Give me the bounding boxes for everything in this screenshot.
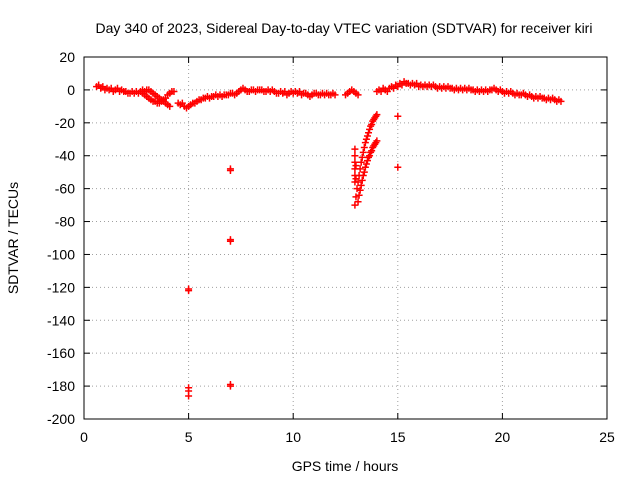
data-point bbox=[360, 168, 368, 176]
data-point bbox=[359, 148, 367, 156]
data-point bbox=[362, 135, 370, 143]
data-point bbox=[365, 129, 373, 137]
data-point bbox=[366, 125, 374, 133]
data-point bbox=[166, 102, 174, 110]
data-point bbox=[363, 132, 371, 140]
data-point bbox=[361, 139, 369, 147]
data-point bbox=[361, 163, 369, 171]
data-point bbox=[351, 165, 359, 173]
x-tick-label: 15 bbox=[390, 429, 406, 445]
data-point bbox=[354, 198, 362, 206]
y-tick-label: -80 bbox=[55, 214, 75, 230]
y-tick-label: -60 bbox=[55, 181, 75, 197]
data-point bbox=[373, 111, 381, 119]
data-point bbox=[331, 91, 339, 99]
data-point bbox=[351, 158, 359, 166]
x-tick-label: 10 bbox=[285, 429, 301, 445]
data-point bbox=[368, 120, 376, 128]
y-tick-label: -140 bbox=[47, 312, 75, 328]
data-point bbox=[356, 186, 364, 194]
data-point bbox=[351, 178, 359, 186]
data-point bbox=[366, 152, 374, 160]
data-point bbox=[360, 144, 368, 151]
data-point bbox=[354, 91, 362, 99]
axis-ticks: 20 0 -20 -40 -60 -80 -100 -120 -140 -160 -180 -200 0… bbox=[47, 49, 615, 445]
y-tick-label: -160 bbox=[47, 345, 75, 361]
data-point bbox=[363, 157, 371, 165]
data-point bbox=[358, 153, 366, 161]
y-tick-label: 0 bbox=[67, 82, 75, 98]
data-point bbox=[362, 160, 370, 168]
data-point bbox=[355, 191, 363, 199]
data-point bbox=[359, 171, 367, 179]
data-point bbox=[373, 137, 381, 145]
data-point bbox=[226, 237, 234, 245]
data-points bbox=[93, 78, 565, 400]
data-point bbox=[185, 287, 193, 295]
y-tick-label: -100 bbox=[47, 246, 75, 262]
data-point bbox=[368, 147, 376, 155]
x-tick-label: 5 bbox=[185, 429, 193, 445]
y-axis-label: SDTVAR / TECUs bbox=[5, 182, 21, 294]
y-tick-label: -20 bbox=[55, 115, 75, 131]
data-point bbox=[358, 176, 366, 184]
data-point bbox=[357, 181, 365, 189]
data-point bbox=[351, 145, 359, 153]
x-axis-label: GPS time / hours bbox=[292, 458, 399, 474]
y-tick-label: -200 bbox=[47, 411, 75, 427]
plot-frame bbox=[83, 56, 608, 420]
data-point bbox=[352, 162, 360, 170]
data-point bbox=[226, 382, 234, 390]
y-tick-label: -120 bbox=[47, 279, 75, 295]
data-point bbox=[394, 163, 402, 171]
data-point bbox=[185, 392, 193, 400]
data-point bbox=[351, 201, 359, 209]
x-tick-label: 25 bbox=[599, 429, 615, 445]
chart-title: Day 340 of 2023, Sidereal Day-to-day VTE… bbox=[96, 20, 593, 36]
data-point bbox=[226, 165, 234, 173]
data-point bbox=[357, 158, 365, 166]
data-point bbox=[170, 88, 178, 96]
data-point bbox=[351, 171, 359, 179]
grid bbox=[84, 57, 607, 419]
data-point bbox=[394, 112, 402, 120]
data-point bbox=[557, 97, 565, 105]
y-tick-label: -180 bbox=[47, 378, 75, 394]
x-tick-label: 20 bbox=[495, 429, 511, 445]
y-tick-label: -40 bbox=[55, 148, 75, 164]
x-tick-label: 0 bbox=[80, 429, 88, 445]
y-tick-label: 20 bbox=[59, 49, 75, 65]
data-point bbox=[351, 152, 359, 160]
data-point bbox=[352, 175, 360, 183]
